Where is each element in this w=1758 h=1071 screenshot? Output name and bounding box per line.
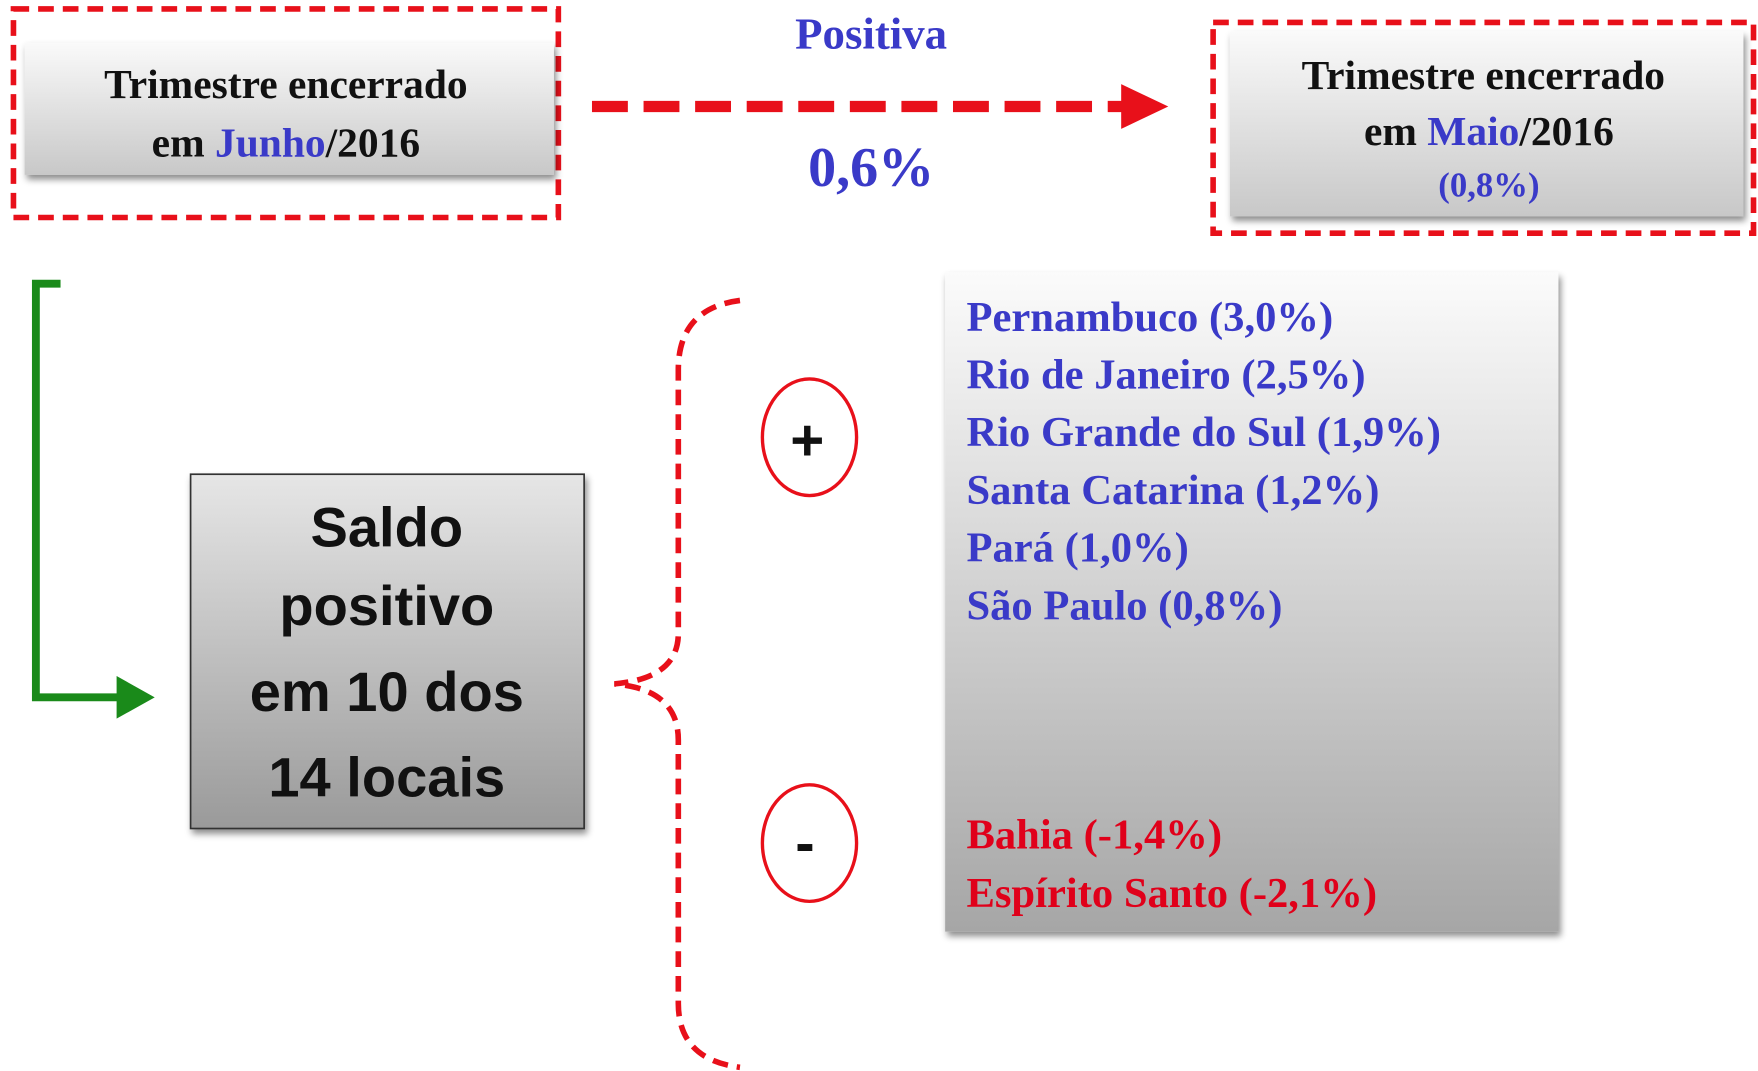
box-text: em Junho/2016 xyxy=(152,119,420,165)
dashed-frame xyxy=(1210,19,1757,236)
box-value: (0,8%) xyxy=(1438,165,1539,204)
box-text: em Maio/2016 xyxy=(1364,108,1614,154)
summary-line: 14 locais xyxy=(268,745,505,808)
box xyxy=(1229,31,1744,217)
positive-item: Pernambuco (3,0%) xyxy=(966,294,1333,341)
month: Maio xyxy=(1427,108,1519,154)
summary-line: em 10 dos xyxy=(250,660,524,723)
sign-circle xyxy=(760,377,859,498)
box xyxy=(189,473,585,830)
arrow-value: 0,6% xyxy=(808,137,934,199)
box-text: Trimestre encerrado xyxy=(104,61,467,107)
arrow: Positiva 0,6% xyxy=(591,9,1169,199)
text: /2016 xyxy=(1518,108,1613,154)
left-frame: Trimestre encerrado em Junho/2016 xyxy=(10,6,562,221)
right-frame: Trimestre encerrado em Maio/2016 (0,8%) xyxy=(1210,19,1757,236)
sign: - xyxy=(795,811,814,876)
box-text: Trimestre encerrado xyxy=(1302,52,1665,98)
summary-line: Saldo xyxy=(310,495,463,558)
positive-item: Rio de Janeiro (2,5%) xyxy=(966,352,1365,399)
sign-circle xyxy=(760,783,859,904)
text: em xyxy=(152,119,215,165)
positive-item: Rio Grande do Sul (1,9%) xyxy=(966,409,1441,456)
summary-box: Saldo positivo em 10 dos 14 locais xyxy=(189,473,585,830)
dashed-frame xyxy=(10,6,562,221)
summary-line: positivo xyxy=(279,574,494,637)
brace xyxy=(614,297,741,1071)
positive-item: Pará (1,0%) xyxy=(966,525,1188,572)
month: Junho xyxy=(215,119,326,165)
positive-item: Santa Catarina (1,2%) xyxy=(966,467,1379,514)
negative-item: Espírito Santo (-2,1%) xyxy=(966,870,1377,917)
arrow-label: Positiva xyxy=(795,9,947,59)
green-connector xyxy=(31,279,155,719)
connector-line xyxy=(31,279,119,702)
arrow-head xyxy=(1121,84,1169,129)
text: em xyxy=(1364,108,1427,154)
sign: + xyxy=(790,408,824,473)
positive-item: São Paulo (0,8%) xyxy=(966,582,1282,629)
box xyxy=(945,272,1559,932)
connector-head xyxy=(116,676,155,719)
text: /2016 xyxy=(325,119,420,165)
negative-item: Bahia (-1,4%) xyxy=(966,812,1222,859)
list-box: Pernambuco (3,0%) Rio de Janeiro (2,5%) Ri… xyxy=(945,272,1559,932)
box xyxy=(24,42,554,175)
